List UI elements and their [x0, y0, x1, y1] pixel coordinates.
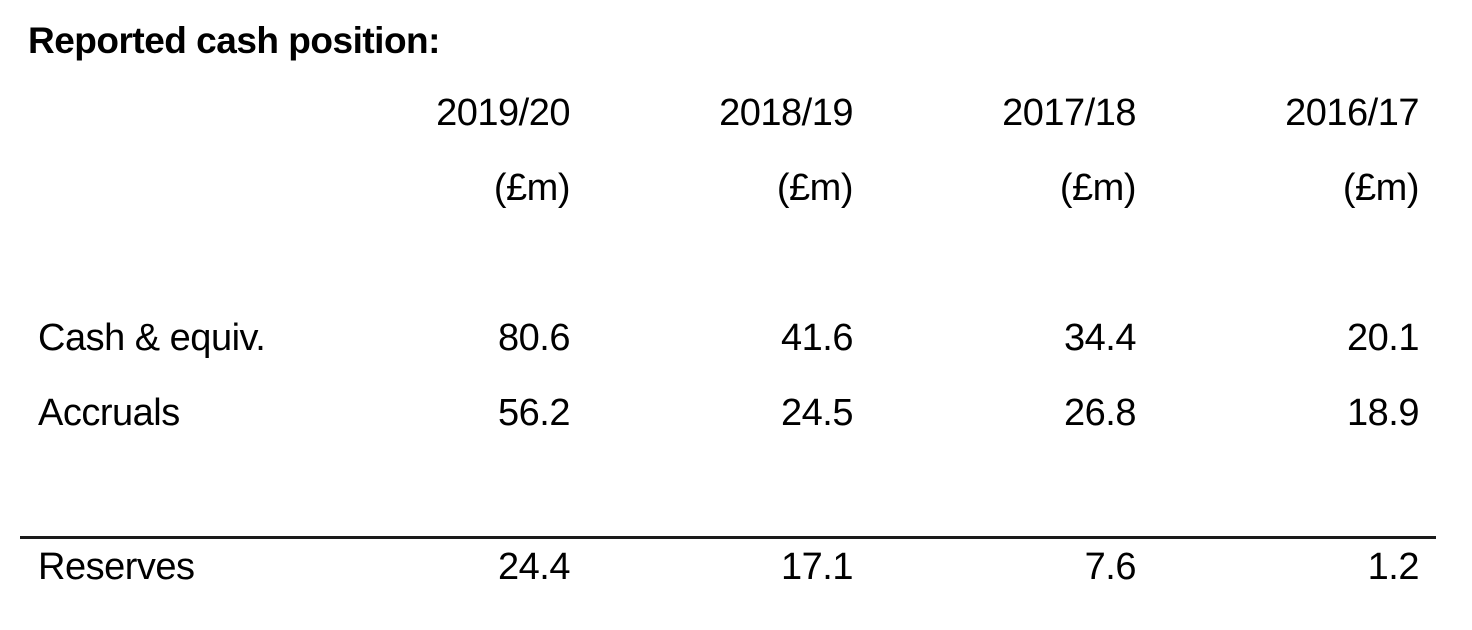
- cell-cash-2016-17: 20.1: [1347, 316, 1419, 359]
- table-row-cash-equiv: Cash & equiv. 80.6 41.6 34.4 20.1: [20, 300, 1436, 375]
- page-title: Reported cash position:: [28, 20, 440, 61]
- cell-reserves-2019-20: 24.4: [498, 546, 570, 588]
- rule-segment: [20, 450, 304, 539]
- column-header-year-2019-20: 2019/20: [436, 91, 570, 134]
- cell-accruals-2017-18: 26.8: [1064, 391, 1136, 434]
- column-unit-2018-19: (£m): [776, 166, 854, 209]
- spacer-cell: [587, 225, 870, 300]
- cell-accruals-2018-19: 24.5: [781, 391, 853, 434]
- column-unit-2019-20: (£m): [493, 166, 571, 209]
- spacer-cell: [1153, 225, 1436, 300]
- rule-segment: [304, 450, 587, 539]
- cell-cash-2017-18: 34.4: [1064, 316, 1136, 359]
- cell-reserves-2017-18: 7.6: [1084, 546, 1137, 588]
- spacer-cell: [20, 225, 304, 300]
- rule-segment: [1153, 450, 1436, 539]
- column-header-year-2017-18: 2017/18: [1002, 91, 1136, 134]
- column-unit-2017-18: (£m): [1059, 166, 1137, 209]
- rule-segment: [870, 450, 1153, 539]
- unit-empty-cell: [20, 150, 304, 225]
- cell-accruals-2019-20: 56.2: [498, 391, 570, 434]
- column-header-year-2016-17: 2016/17: [1285, 91, 1419, 134]
- column-unit-2016-17: (£m): [1342, 166, 1420, 209]
- header-row-years: 2019/20 2018/19 2017/18 2016/17: [20, 75, 1436, 150]
- row-label-cash-equiv: Cash & equiv.: [38, 316, 266, 359]
- cell-cash-2019-20: 80.6: [498, 316, 570, 359]
- cash-position-table: 2019/20 2018/19 2017/18 2016/17 (£m) (£m…: [20, 75, 1436, 620]
- spacer-row-with-rule: [20, 450, 1436, 539]
- column-header-year-2018-19: 2018/19: [719, 91, 853, 134]
- cell-reserves-2016-17: 1.2: [1367, 546, 1420, 588]
- header-row-units: (£m) (£m) (£m) (£m): [20, 150, 1436, 225]
- cell-accruals-2016-17: 18.9: [1347, 391, 1419, 434]
- cell-reserves-2018-19: 17.1: [781, 546, 853, 588]
- header-empty-cell: [20, 75, 304, 150]
- spacer-cell: [870, 225, 1153, 300]
- table-row-accruals: Accruals 56.2 24.5 26.8 18.9: [20, 375, 1436, 450]
- spacer-cell: [304, 225, 587, 300]
- spacer-row: [20, 225, 1436, 300]
- row-label-accruals: Accruals: [38, 391, 180, 434]
- rule-segment: [587, 450, 870, 539]
- table-row-reserves: Reserves 24.4 17.1 7.6 1.2: [20, 538, 1436, 621]
- row-label-reserves: Reserves: [38, 546, 195, 588]
- cell-cash-2018-19: 41.6: [781, 316, 853, 359]
